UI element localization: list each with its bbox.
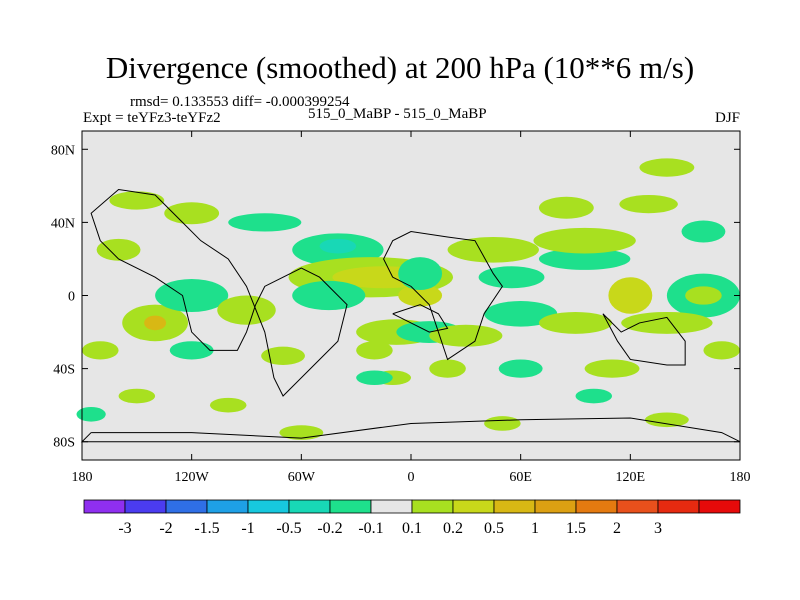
divergence-region: [644, 412, 689, 428]
divergence-region: [621, 311, 713, 334]
y-tick-label: 0: [68, 290, 75, 305]
divergence-region: [118, 388, 156, 404]
colorbar-label: -1.5: [194, 520, 219, 537]
y-tick-label: 80N: [51, 143, 75, 158]
colorbar-label: -0.1: [358, 520, 383, 537]
colorbar-swatch: [534, 499, 577, 514]
divergence-region: [209, 397, 247, 413]
divergence-region: [76, 406, 106, 422]
coastline: [90, 188, 348, 397]
divergence-region: [619, 194, 678, 214]
divergence-region: [429, 359, 466, 378]
y-tick-label: 40S: [53, 363, 75, 378]
colorbar-label: 2: [613, 520, 621, 537]
divergence-region: [109, 191, 165, 210]
colorbar-label: 0.1: [402, 520, 422, 537]
divergence-field: [76, 131, 740, 460]
colorbar-swatch: [83, 499, 126, 514]
colorbar-label: 3: [654, 520, 662, 537]
colorbar-label: 0.5: [484, 520, 504, 537]
colorbar-swatch: [370, 499, 413, 514]
x-tick-label: 120E: [616, 470, 646, 485]
y-tick-label: 80S: [53, 436, 75, 451]
x-tick-label: 60E: [509, 470, 532, 485]
divergence-region: [584, 359, 640, 378]
divergence-region: [292, 280, 366, 311]
colorbar-label: -0.5: [276, 520, 301, 537]
colorbar-label: -3: [118, 520, 131, 537]
colorbar-swatch: [206, 499, 249, 514]
divergence-region: [217, 295, 276, 325]
divergence-region: [319, 238, 357, 254]
x-tick-label: 180: [730, 470, 751, 485]
divergence-region: [96, 238, 141, 261]
divergence-region: [703, 341, 740, 360]
divergence-region: [538, 311, 613, 334]
divergence-region: [484, 300, 558, 327]
colorbar-swatch: [452, 499, 495, 514]
colorbar-swatch: [165, 499, 208, 514]
divergence-region: [261, 346, 305, 365]
divergence-region: [478, 266, 545, 289]
colorbar-label: -1: [241, 520, 254, 537]
divergence-region: [82, 341, 119, 360]
divergence-region: [498, 359, 543, 378]
divergence-region: [429, 324, 503, 347]
colorbar-swatch: [288, 499, 331, 514]
colorbar-label: 1.5: [566, 520, 586, 537]
colorbar-swatch: [329, 499, 372, 514]
colorbar-swatch: [616, 499, 659, 514]
divergence-region: [447, 237, 539, 263]
colorbar-label: -0.2: [317, 520, 342, 537]
coastline: [602, 313, 686, 366]
stats-label: rmsd= 0.133553 diff= -0.000399254: [130, 94, 350, 110]
divergence-region: [681, 220, 726, 243]
divergence-region: [228, 213, 302, 232]
x-tick-label: 120W: [175, 470, 210, 485]
divergence-region: [398, 257, 443, 291]
chart-title: Divergence (smoothed) at 200 hPa (10**6 …: [105, 50, 695, 85]
coastline: [383, 231, 503, 361]
x-tick-label: 0: [408, 470, 415, 485]
divergence-region: [164, 202, 220, 225]
season-label: DJF: [714, 110, 740, 126]
divergence-region: [356, 341, 393, 360]
colorbar-swatch: [657, 499, 700, 514]
coastline: [80, 417, 741, 443]
colorbar-label: 1: [531, 520, 539, 537]
divergence-region: [533, 227, 636, 254]
coastline: [392, 304, 449, 333]
divergence-region: [144, 315, 167, 331]
coastline-overlay: [80, 188, 741, 443]
colorbar-swatch: [698, 499, 741, 514]
colorbar-swatch: [411, 499, 454, 514]
colorbar-swatch: [575, 499, 618, 514]
y-tick-label: 40N: [51, 216, 75, 231]
x-tick-label: 180: [72, 470, 93, 485]
x-tick-label: 60W: [288, 470, 316, 485]
divergence-region: [575, 388, 613, 404]
case-label: 515_0_MaBP - 515_0_MaBP: [308, 106, 487, 122]
divergence-region: [155, 279, 229, 312]
experiment-label: Expt = teYFz3-teYFz2: [83, 110, 221, 126]
divergence-region: [685, 286, 722, 305]
colorbar: -3 -2 -1.5 -1 -0.5 -0.2 -0.1 0.1 0.2 0.5 1 1.5 2 3: [83, 499, 741, 537]
divergence-region: [484, 416, 521, 431]
colorbar-swatch: [247, 499, 290, 514]
divergence-region: [639, 158, 695, 177]
colorbar-label: 0.2: [443, 520, 463, 537]
axis-ticks: 180 120W 60W 0 60E 120E 180 80N 40N 0 40S 80S: [51, 131, 751, 485]
colorbar-swatch: [493, 499, 536, 514]
divergence-region: [538, 196, 594, 219]
divergence-region: [538, 247, 631, 270]
colorbar-swatch: [124, 499, 167, 514]
colorbar-label: -2: [159, 520, 172, 537]
divergence-region: [169, 341, 214, 360]
divergence-region: [356, 370, 393, 386]
divergence-region: [608, 277, 653, 314]
